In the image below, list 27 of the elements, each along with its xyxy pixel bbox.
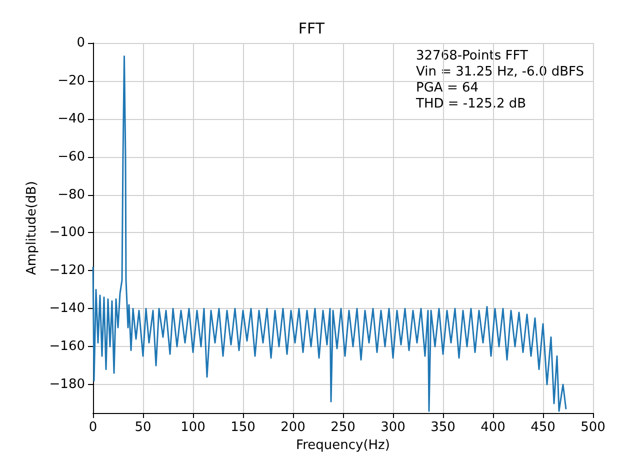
y-tick-label: −180 — [49, 377, 85, 392]
x-tick-label: 0 — [88, 420, 98, 435]
annotation: 32768-Points FFT — [416, 48, 528, 64]
x-tick-label: 100 — [180, 420, 206, 435]
x-tick-label: 50 — [134, 420, 152, 435]
x-axis-title: Frequency(Hz) — [296, 438, 390, 453]
y-tick-label: −160 — [49, 339, 85, 354]
x-tick-label: 450 — [530, 420, 556, 435]
y-tick-label: −120 — [49, 263, 85, 278]
x-tick-label: 500 — [580, 420, 606, 435]
y-axis-title: Amplitude(dB) — [24, 181, 40, 275]
annotation: THD = -125.2 dB — [415, 96, 526, 112]
y-tick-label: −140 — [49, 301, 85, 316]
x-tick-label: 250 — [330, 420, 356, 435]
y-tick-label: −20 — [58, 73, 85, 88]
annotation: PGA = 64 — [416, 80, 479, 96]
y-tick-label: −100 — [49, 225, 85, 240]
y-tick-label: 0 — [76, 36, 85, 50]
y-tick-label: −40 — [58, 111, 85, 126]
x-tick-label: 200 — [280, 420, 306, 435]
y-tick-label: −60 — [58, 149, 85, 164]
x-tick-label: 300 — [380, 420, 406, 435]
x-tick-label: 350 — [430, 420, 456, 435]
chart-title: FFT — [298, 20, 326, 38]
y-tick-label: −80 — [58, 187, 85, 202]
x-tick-label: 400 — [480, 420, 506, 435]
x-tick-label: 150 — [230, 420, 256, 435]
